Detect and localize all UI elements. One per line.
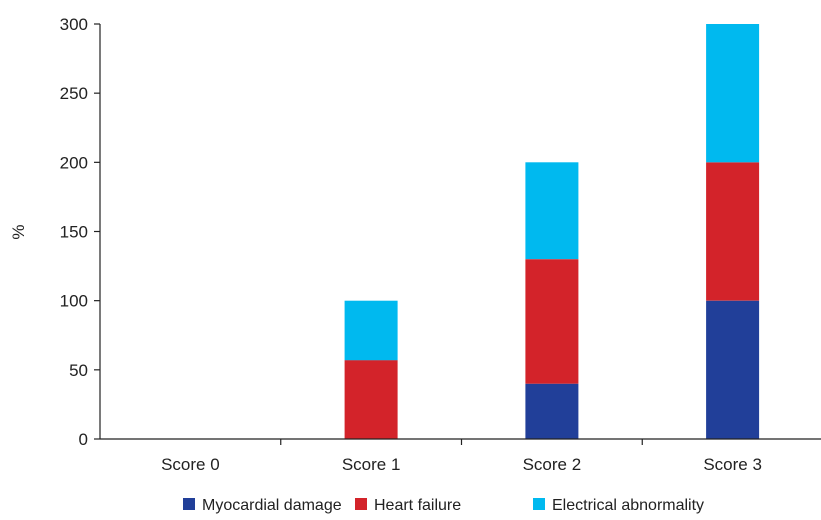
legend-label: Heart failure	[374, 497, 461, 514]
x-tick-label: Score 0	[161, 455, 220, 474]
y-tick-label: 200	[60, 153, 88, 172]
plot-area	[344, 24, 760, 439]
bar-score-2-series-1	[525, 259, 579, 384]
y-tick-label: 250	[60, 84, 88, 103]
bar-score-2-series-2	[525, 162, 579, 260]
legend-swatch	[355, 498, 367, 510]
bar-score-3-series-2	[706, 24, 760, 163]
legend-label: Myocardial damage	[202, 497, 342, 514]
x-tick-label: Score 3	[703, 455, 762, 474]
y-tick-label: 50	[69, 361, 88, 380]
bar-score-3-series-0	[706, 300, 760, 439]
axes: 0 50 100 150 200 250 300 Score 0 Score 1 Score 2 S…	[60, 15, 821, 474]
y-tick-label: 100	[60, 292, 88, 311]
bar-score-1-series-1	[344, 360, 398, 439]
y-axis-title: %	[9, 224, 28, 239]
legend-label: Electrical abnormality	[552, 497, 704, 514]
legend-item: Electrical abnormality	[533, 497, 704, 514]
legend-swatch	[533, 498, 545, 510]
x-tick-label: Score 1	[342, 455, 401, 474]
y-tick-label: 300	[60, 15, 88, 34]
y-tick-label: 0	[79, 430, 88, 449]
legend-item: Heart failure	[355, 497, 461, 514]
bar-score-1-series-2	[344, 300, 398, 361]
x-tick-label: Score 2	[523, 455, 582, 474]
legend-swatch	[183, 498, 195, 510]
bar-score-2-series-0	[525, 383, 579, 439]
y-tick-label: 150	[60, 223, 88, 242]
y-axis-title-group: %	[9, 224, 28, 239]
bar-score-3-series-1	[706, 162, 760, 301]
legend: Myocardial damage Heart failure Electrical…	[183, 497, 704, 514]
legend-item: Myocardial damage	[183, 497, 342, 514]
